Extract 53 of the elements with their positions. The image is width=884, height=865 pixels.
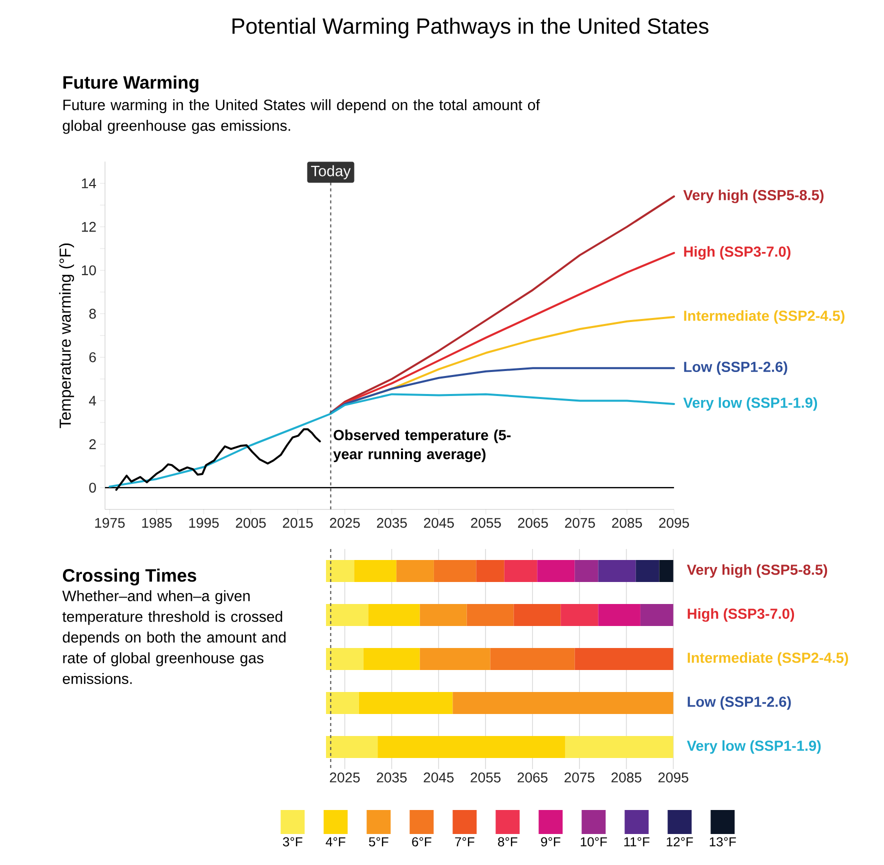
ref-line-label: Today <box>311 165 351 180</box>
y-tick-label: 4 <box>89 396 96 406</box>
y-tick-label: Very low (SSP1-1.9) <box>686 740 821 754</box>
y-tick-label: High (SSP3-7.0) <box>688 608 794 622</box>
x-tick-label: 1975 <box>95 518 125 528</box>
legend-label: 13°F <box>710 837 736 846</box>
x-tick-label: 2045 <box>424 772 454 782</box>
y-tick-label: Very high (SSP5-8.5) <box>686 564 828 578</box>
legend-label: 6°F <box>412 837 432 846</box>
x-tick-label: 1995 <box>189 518 219 528</box>
text: Future warming in the United States will depend on the total amount of global greenhouse gas emissions. <box>62 99 540 134</box>
x-tick-label: 2015 <box>282 518 313 528</box>
text: Whether–and when–a given temperature threshold is crossed depends on both the amount and rate of global greenhouse gas emissions. <box>62 590 286 684</box>
x-tick-label: 2075 <box>565 518 595 528</box>
legend-label: 10°F <box>580 837 607 846</box>
legend-label: 11°F <box>624 837 650 846</box>
y-tick-label: Intermediate (SSP2-4.5) <box>688 652 848 666</box>
x-tick-label: 2055 <box>470 772 501 782</box>
text: Crossing Times <box>62 568 196 586</box>
y-tick-label: 8 <box>89 308 96 319</box>
y-tick-label: 10 <box>82 265 96 276</box>
legend-label: 7°F <box>455 837 474 846</box>
y-tick-label: 6 <box>89 352 96 362</box>
x-tick-label: 2095 <box>659 518 689 528</box>
x-tick-label: 2095 <box>658 772 688 782</box>
y-tick-label: 12 <box>82 222 96 232</box>
y-tick-label: 0 <box>89 482 96 493</box>
legend-label: 3°F <box>282 837 302 846</box>
legend-label: 9°F <box>541 837 560 846</box>
y-axis-title: Temperature warming (°F) <box>59 244 74 428</box>
legend-label: 5°F <box>368 837 388 846</box>
y-tick-label: 14 <box>82 178 96 188</box>
x-tick-label: 2075 <box>564 772 594 782</box>
y-tick-label: Low (SSP1-2.6) <box>688 696 791 710</box>
x-tick-label: 2055 <box>471 518 501 528</box>
x-tick-label: 2065 <box>518 518 548 528</box>
legend-label: 8°F <box>498 837 518 846</box>
legend-label: 4°F <box>326 837 346 846</box>
x-tick-label: 2025 <box>330 518 360 528</box>
x-tick-label: 2085 <box>611 772 642 782</box>
x-tick-label: 2035 <box>376 772 407 782</box>
x-tick-label: 2025 <box>330 772 360 782</box>
x-tick-label: 2035 <box>376 518 407 528</box>
x-tick-label: 1985 <box>142 518 172 528</box>
x-tick-label: 2045 <box>424 518 454 528</box>
x-tick-label: 2005 <box>236 518 266 528</box>
legend-label: 12°F <box>666 837 693 846</box>
x-tick-label: 2085 <box>612 518 642 528</box>
y-tick-label: 2 <box>89 439 96 450</box>
series-label: Observed temperature (5-year running average) <box>333 430 511 462</box>
x-tick-label: 2065 <box>518 772 548 782</box>
chart-title: Potential Warming Pathways in the United States <box>232 18 708 38</box>
chart-subtitle: Future Warming <box>63 76 198 92</box>
